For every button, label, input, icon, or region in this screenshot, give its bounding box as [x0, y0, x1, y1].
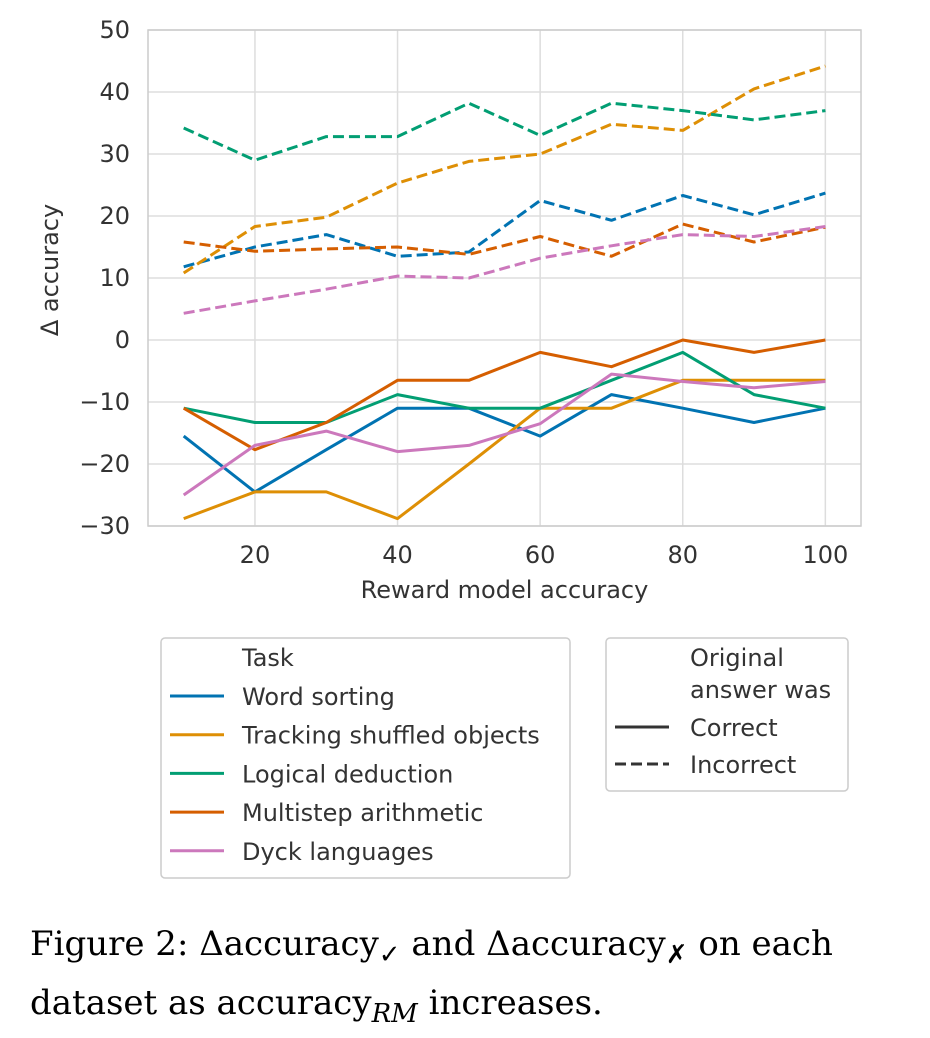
y-axis-label: Δ accuracy — [36, 204, 64, 336]
plot-border — [147, 29, 862, 527]
answer-legend: Original answer was Correct Incorrect — [605, 637, 849, 792]
cross-mark-icon: ✗ — [665, 940, 688, 970]
y-tick-label: 0 — [115, 326, 130, 354]
legend-label-correct: Correct — [690, 714, 778, 742]
caption-delta-correct: Δaccuracy — [199, 924, 379, 964]
caption-delta-incorrect: Δaccuracy — [486, 924, 666, 964]
series-lines — [182, 64, 826, 521]
y-tick-label: 30 — [99, 140, 130, 168]
series-line-dyck-languages-solid — [182, 372, 826, 497]
task-legend: Task Word sorting Tracking shuffled objec… — [160, 637, 571, 879]
y-tick-label: 20 — [99, 202, 130, 230]
y-tick-label: −30 — [79, 512, 130, 540]
chart: 20 40 60 80 100 −30 −20 −10 0 10 20 30 40 50 Reward m… — [36, 16, 862, 879]
answer-legend-title-line1: Original — [690, 644, 784, 672]
y-tick-label: −10 — [79, 388, 130, 416]
answer-legend-box — [605, 637, 849, 792]
figure-caption: Figure 2: Δaccuracy✓ and Δaccuracy✗ on e… — [30, 920, 925, 1038]
legend-label-incorrect: Incorrect — [690, 751, 796, 779]
x-axis-label: Reward model accuracy — [361, 576, 649, 604]
series-line-multistep-arithmetic-dashed — [183, 222, 826, 258]
caption-suffix: increases. — [417, 983, 603, 1023]
caption-middle: on each dataset as accuracy — [30, 924, 833, 1023]
plot-frame — [147, 29, 862, 527]
series-line-multistep-arithmetic-solid — [182, 338, 826, 452]
series-line-dyck-languages-dashed — [183, 225, 826, 315]
task-legend-title: Task — [241, 644, 294, 672]
series-line-word-sorting-dashed — [183, 191, 826, 269]
y-tick-label: 10 — [99, 264, 130, 292]
legend-label-word-sorting: Word sorting — [242, 683, 395, 711]
caption-prefix: Figure 2: — [30, 924, 200, 964]
legend-label-multistep-arithmetic: Multistep arithmetic — [242, 799, 484, 827]
series-line-word-sorting-solid — [182, 393, 826, 494]
answer-legend-title-line2: answer was — [690, 676, 831, 704]
series-line-tracking-shuffled-objects-dashed — [182, 64, 826, 275]
x-tick-label: 100 — [802, 541, 848, 569]
tick-labels: 20 40 60 80 100 −30 −20 −10 0 10 20 30 40 50 — [79, 16, 848, 569]
legend-label-logical-deduction: Logical deduction — [242, 760, 453, 788]
caption-and: and — [400, 924, 487, 964]
series-line-logical-deduction-solid — [183, 350, 826, 424]
legend-label-tracking-shuffled-objects: Tracking shuffled objects — [241, 722, 540, 750]
x-tick-label: 80 — [667, 541, 698, 569]
check-mark-icon: ✓ — [378, 940, 401, 970]
caption-rm-subscript: RM — [371, 999, 418, 1029]
series-line-logical-deduction-dashed — [183, 101, 826, 162]
y-tick-label: 50 — [99, 16, 130, 44]
y-tick-label: 40 — [99, 78, 130, 106]
task-legend-box — [160, 637, 571, 879]
x-tick-label: 20 — [240, 541, 271, 569]
legend-label-dyck-languages: Dyck languages — [242, 838, 434, 866]
x-tick-label: 40 — [382, 541, 413, 569]
x-tick-label: 60 — [525, 541, 556, 569]
y-tick-label: −20 — [79, 450, 130, 478]
